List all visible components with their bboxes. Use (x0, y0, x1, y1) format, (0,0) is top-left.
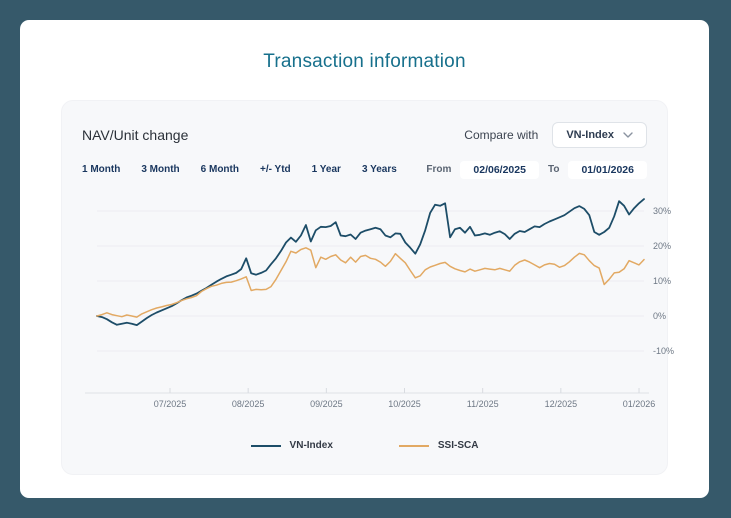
ssi-sca-line-swatch (398, 444, 429, 447)
legend-item-ssi-sca: SSI-SCA (398, 440, 479, 451)
y-axis-label: -10% (653, 346, 674, 356)
x-axis-label: 07/2025 (154, 399, 187, 409)
x-axis-label: 08/2025 (232, 399, 265, 409)
x-axis-label: 12/2025 (545, 399, 578, 409)
from-date-field[interactable]: 02/06/2025 (460, 160, 539, 179)
x-axis-label: 01/2026 (623, 399, 656, 409)
to-date-field[interactable]: 01/01/2026 (568, 160, 647, 179)
period-tab-3-month[interactable]: 3 Month (141, 164, 180, 175)
chevron-down-icon (623, 131, 633, 138)
date-range-group: From 02/06/2025 To 01/01/2026 (426, 160, 647, 179)
y-axis-label: 0% (653, 311, 666, 321)
main-card: Transaction information NAV/Unit change … (20, 20, 709, 498)
period-tab-1-month[interactable]: 1 Month (82, 164, 121, 175)
x-axis-label: 10/2025 (388, 399, 421, 409)
chart-controls: 1 Month 3 Month 6 Month +/- Ytd 1 Year 3… (82, 159, 647, 180)
compare-dropdown-value: VN-Index (566, 128, 614, 141)
chart-panel: NAV/Unit change Compare with VN-Index 1 … (61, 100, 674, 475)
chart-legend: VN-Index SSI-SCA (82, 440, 647, 451)
nav-chart: 30% 20% 10% 0% -10% 07/2025 08/2025 09/2025 10/2… (85, 198, 674, 409)
series-line-ssi-sca (96, 247, 645, 318)
legend-item-vn-index: VN-Index (250, 440, 333, 451)
period-tab-1-year[interactable]: 1 Year (311, 164, 341, 175)
vn-index-legend-label: VN-Index (289, 440, 333, 451)
period-tab-3-years[interactable]: 3 Years (361, 164, 397, 175)
compare-dropdown[interactable]: VN-Index (552, 121, 647, 148)
y-axis-label: 30% (653, 206, 671, 216)
page-title: Transaction information (263, 51, 466, 72)
compare-with-label: Compare with (464, 127, 539, 142)
period-tabs: 1 Month 3 Month 6 Month +/- Ytd 1 Year 3… (82, 164, 397, 175)
series-line-vn-index (96, 198, 645, 327)
period-tab-6-month[interactable]: 6 Month (200, 164, 239, 175)
to-label: To (547, 164, 560, 175)
y-axis-label: 20% (653, 241, 671, 251)
from-label: From (426, 164, 452, 175)
compare-with-group: Compare with VN-Index (464, 121, 647, 148)
x-axis-label: 11/2025 (467, 399, 499, 409)
vn-index-line-swatch (250, 444, 281, 447)
x-axis-label: 09/2025 (310, 399, 343, 409)
panel-heading: NAV/Unit change (82, 126, 189, 143)
panel-header: NAV/Unit change Compare with VN-Index (82, 121, 647, 148)
y-axis-label: 10% (653, 276, 671, 286)
period-tab-ytd[interactable]: +/- Ytd (259, 164, 291, 175)
ssi-sca-legend-label: SSI-SCA (437, 440, 479, 451)
